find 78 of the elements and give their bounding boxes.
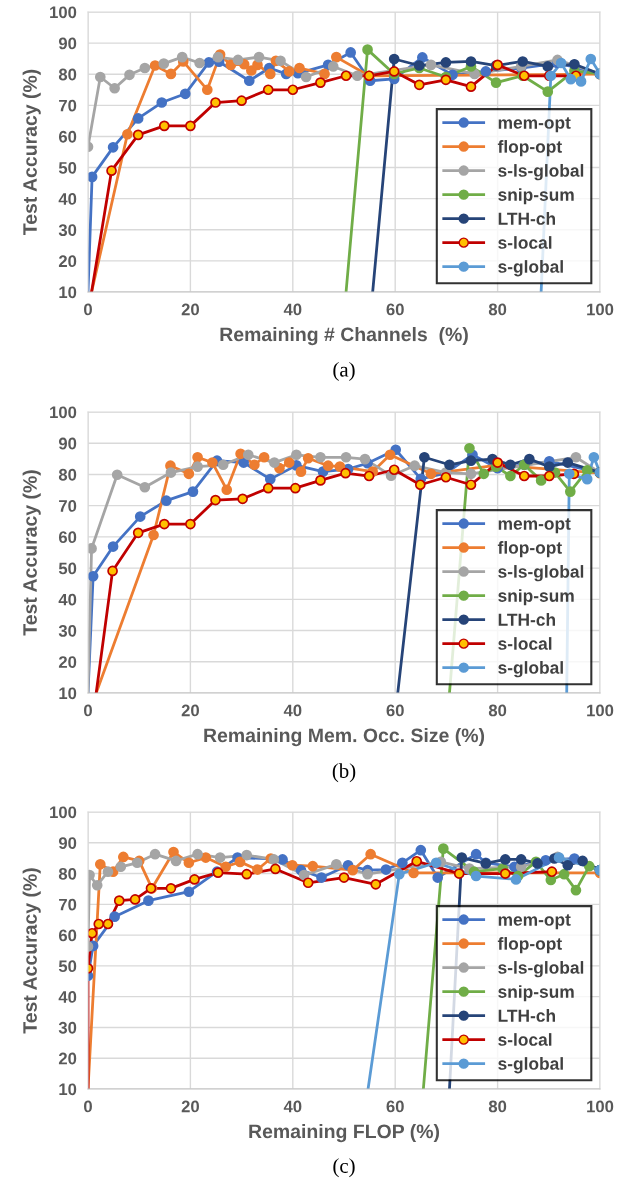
x-tick-label: 100 <box>587 704 614 717</box>
text: (c) <box>333 1158 355 1178</box>
legend-label: s-local <box>498 637 552 650</box>
text: (a) <box>333 362 355 381</box>
y-tick-label: 30 <box>58 224 77 236</box>
y-tick-label: 30 <box>58 1021 77 1034</box>
y-tick-label: 40 <box>58 593 77 606</box>
x-tick-label: 40 <box>283 704 302 717</box>
y-tick-label: 60 <box>58 531 77 544</box>
x-tick-label: 0 <box>84 704 92 717</box>
y-tick-label: 20 <box>58 656 77 668</box>
legend-label: s-global <box>498 260 563 277</box>
legend-label: flop-opt <box>497 937 562 954</box>
legend-label: mem-opt <box>498 914 571 930</box>
y-tick-label: 90 <box>58 437 77 450</box>
legend-label: s-ls-global <box>498 961 584 978</box>
legend-label: s-global <box>498 661 563 678</box>
x-tick-label: 60 <box>386 303 404 316</box>
text: (b) <box>332 763 356 783</box>
legend-label: s-global <box>498 1057 563 1074</box>
y-tick-label: 10 <box>59 687 77 700</box>
y-tick-label: 30 <box>58 624 77 637</box>
y-tick-label: 70 <box>59 898 77 911</box>
x-axis-title: Remaining Mem. Occ. Size (%) <box>204 727 485 747</box>
y-tick-label: 70 <box>59 99 77 112</box>
x-tick-label: 0 <box>84 303 92 316</box>
y-tick-label: 80 <box>58 867 77 880</box>
x-axis-title: Remaining FLOP (%) <box>249 1123 440 1143</box>
y-axis-title: Test Accuracy (%) <box>22 69 41 235</box>
legend-label: s-ls-global <box>498 164 584 181</box>
x-tick-label: 40 <box>283 303 302 316</box>
y-tick-label: 20 <box>58 255 77 268</box>
legend-label: snip-sum <box>498 985 574 1002</box>
x-tick-label: 100 <box>587 303 614 316</box>
legend-label: flop-opt <box>497 541 562 558</box>
x-tick-label: 80 <box>488 303 507 316</box>
y-tick-label: 50 <box>58 562 77 575</box>
y-tick-label: 10 <box>59 1083 77 1096</box>
legend-label: flop-opt <box>497 140 562 157</box>
legend-label: mem-opt <box>498 117 571 133</box>
legend-label: snip-sum <box>498 589 574 606</box>
legend-label: s-local <box>498 1033 552 1046</box>
y-tick-label: 60 <box>58 929 77 942</box>
x-tick-label: 20 <box>181 704 199 717</box>
x-tick-label: 0 <box>84 1100 92 1113</box>
legend-label: LTH-ch <box>498 613 555 626</box>
y-axis-title: Test Accuracy (%) <box>22 470 41 636</box>
y-tick-label: 80 <box>58 468 77 481</box>
x-tick-label: 20 <box>181 303 199 316</box>
y-tick-label: 100 <box>50 6 77 19</box>
x-tick-label: 60 <box>386 704 404 717</box>
x-tick-label: 100 <box>587 1100 614 1113</box>
legend-label: mem-opt <box>498 518 571 534</box>
y-tick-label: 90 <box>58 837 77 849</box>
x-tick-label: 40 <box>283 1100 302 1113</box>
x-tick-label: 80 <box>488 1100 507 1113</box>
y-axis-title: Test Accuracy (%) <box>22 868 41 1034</box>
y-tick-label: 100 <box>50 406 77 419</box>
y-tick-label: 70 <box>59 500 77 512</box>
y-tick-label: 50 <box>58 161 77 174</box>
y-tick-label: 10 <box>59 286 77 299</box>
y-tick-label: 20 <box>58 1052 77 1065</box>
legend-label: s-local <box>498 236 552 249</box>
y-tick-label: 60 <box>58 130 77 143</box>
y-tick-label: 80 <box>58 68 77 81</box>
legend-label: s-ls-global <box>498 565 584 582</box>
legend-label: snip-sum <box>498 188 574 205</box>
y-tick-label: 40 <box>58 991 77 1003</box>
y-tick-label: 40 <box>58 193 77 205</box>
legend-label: LTH-ch <box>498 1009 555 1022</box>
x-tick-label: 80 <box>488 704 507 717</box>
x-tick-label: 20 <box>181 1100 199 1113</box>
x-axis-title: Remaining # Channels (%) <box>220 326 468 346</box>
x-tick-label: 60 <box>386 1100 404 1113</box>
y-tick-label: 90 <box>58 37 77 50</box>
legend-label: LTH-ch <box>498 212 555 225</box>
y-tick-label: 100 <box>50 806 77 819</box>
y-tick-label: 50 <box>58 960 77 973</box>
